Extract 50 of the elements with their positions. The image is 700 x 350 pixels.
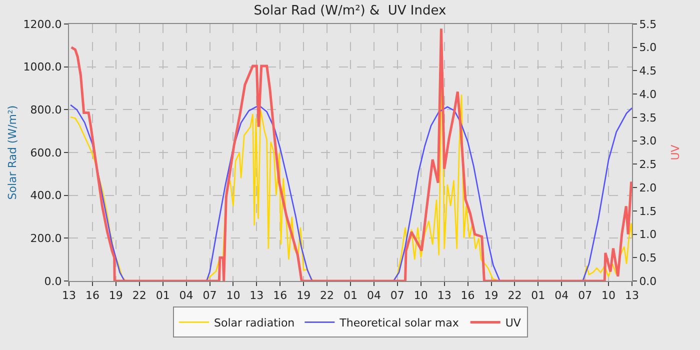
- legend-label: Solar radiation: [214, 316, 295, 330]
- x-tick-label: 13: [250, 289, 264, 302]
- y-tick-label: 800.0: [30, 104, 62, 117]
- x-tick-label: 04: [179, 289, 194, 302]
- x-tick-label: 22: [320, 289, 334, 302]
- x-tick-label: 07: [578, 289, 592, 302]
- x-tick-label: 19: [108, 289, 123, 302]
- y2-tick-label: 1.0: [639, 228, 657, 242]
- x-tick-label: 10: [414, 289, 428, 302]
- x-tick-label: 07: [390, 289, 404, 302]
- x-tick-label: 16: [273, 289, 288, 302]
- x-tick-label: 01: [531, 289, 546, 302]
- x-tick-label: 04: [554, 289, 569, 302]
- y2-tick-label: 4.0: [639, 88, 657, 101]
- y2-tick-label: 0.0: [639, 274, 657, 288]
- y-tick-label: 0.0: [44, 274, 62, 288]
- x-tick-label: 19: [484, 289, 498, 302]
- x-tick-label: 10: [226, 289, 240, 302]
- x-tick-label: 16: [460, 289, 475, 302]
- y-tick-label: 400.0: [30, 189, 62, 202]
- x-tick-label: 16: [85, 289, 100, 302]
- y-tick-label: 600.0: [30, 146, 62, 160]
- x-tick-label: 22: [132, 289, 146, 302]
- x-tick-label: 04: [366, 289, 381, 302]
- chart-title: Solar Rad (W/m²) & UV Index: [254, 3, 447, 18]
- y2-tick-label: 1.5: [639, 204, 657, 218]
- x-tick-label: 07: [202, 289, 217, 302]
- x-tick-label: 01: [344, 289, 358, 302]
- y2-axis-title: UV: [668, 144, 682, 160]
- y2-tick-label: 2.5: [639, 158, 657, 172]
- x-tick-label: 13: [62, 289, 76, 302]
- y2-tick-label: 4.5: [639, 64, 657, 78]
- y2-tick-label: 5.0: [639, 41, 657, 54]
- x-tick-label: 01: [156, 289, 170, 302]
- y-tick-label: 1000.0: [23, 60, 62, 74]
- x-tick-label: 13: [625, 289, 639, 302]
- x-tick-label: 13: [437, 289, 452, 302]
- y2-tick-label: 3.5: [639, 111, 657, 124]
- y2-tick-label: 2.0: [639, 181, 657, 194]
- x-tick-label: 22: [508, 289, 522, 302]
- legend-label: UV: [505, 316, 522, 330]
- y-tick-label: 200.0: [30, 232, 62, 246]
- y2-tick-label: 3.0: [639, 134, 657, 148]
- y2-tick-label: 0.5: [639, 251, 657, 264]
- y-tick-label: 1200.0: [23, 18, 62, 31]
- x-tick-label: 10: [602, 289, 616, 302]
- y-axis-title: Solar Rad (W/m²): [6, 105, 19, 200]
- y2-tick-label: 5.5: [639, 18, 657, 31]
- legend-label: Theoretical solar max: [338, 316, 460, 330]
- x-tick-label: 19: [296, 289, 311, 302]
